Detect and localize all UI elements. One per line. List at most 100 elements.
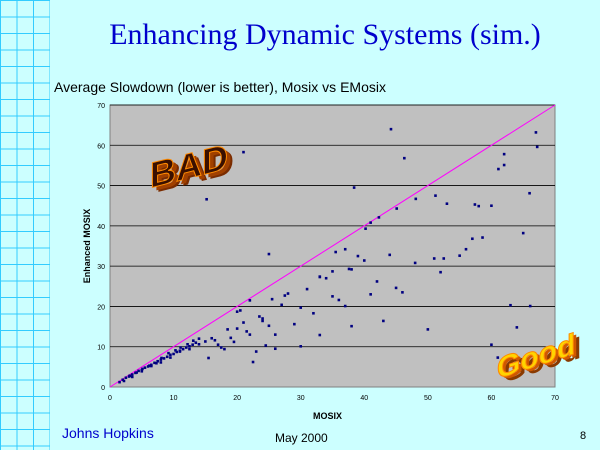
x-tick-label: 60 (488, 395, 496, 402)
y-tick-label: 60 (97, 143, 105, 150)
data-point (153, 361, 156, 365)
data-point (167, 351, 170, 355)
data-point (174, 349, 177, 352)
data-point (299, 345, 303, 348)
data-point (141, 367, 144, 371)
data-point (226, 328, 229, 331)
data-point (318, 333, 322, 337)
axis-ticks: 0 10 20 30 40 50 60 70 0 10 20 30 40 50 60 70 (97, 103, 559, 402)
data-point (403, 156, 406, 160)
data-point (150, 364, 153, 368)
data-point (283, 294, 287, 297)
data-point (352, 186, 356, 189)
data-point (267, 324, 271, 328)
data-point (442, 257, 446, 260)
data-point (213, 338, 217, 342)
data-point (439, 270, 442, 274)
data-point (188, 345, 191, 348)
data-point (219, 346, 223, 349)
data-point (155, 361, 158, 365)
data-point (481, 236, 484, 239)
data-point (473, 203, 477, 206)
data-point (471, 237, 474, 241)
data-point (264, 344, 268, 347)
data-point (515, 326, 519, 329)
y-tick-label: 0 (101, 385, 105, 392)
data-point (258, 315, 261, 318)
data-point (179, 346, 182, 349)
y-tick-label: 20 (97, 304, 105, 311)
data-point (343, 304, 347, 308)
data-point (270, 297, 274, 301)
data-point (160, 356, 163, 360)
x-axis-label: MOSIX (313, 411, 342, 421)
data-point (188, 347, 191, 351)
gridlines (110, 104, 555, 348)
data-point (521, 231, 525, 235)
data-point (242, 150, 245, 154)
data-point (305, 287, 309, 291)
data-point (124, 376, 128, 380)
data-point (197, 342, 201, 346)
data-point (210, 336, 214, 340)
data-point (122, 379, 126, 383)
data-points (118, 127, 539, 384)
data-point (388, 253, 392, 257)
data-point (350, 324, 353, 328)
data-point (273, 347, 277, 351)
data-point (535, 145, 539, 149)
y-tick-label: 50 (97, 184, 105, 191)
data-point (389, 127, 393, 131)
data-point (534, 131, 538, 134)
x-tick-label: 50 (424, 395, 432, 402)
data-point (239, 309, 242, 312)
data-point (130, 375, 134, 379)
data-point (137, 369, 140, 373)
data-point (178, 350, 182, 353)
data-point (377, 216, 381, 219)
data-point (299, 306, 303, 309)
x-tick-label: 70 (551, 395, 559, 402)
page-number: 8 (580, 430, 587, 442)
data-point (502, 152, 506, 156)
data-point (369, 221, 372, 224)
data-point (331, 295, 334, 298)
data-point (414, 197, 418, 201)
x-tick-label: 0 (108, 395, 112, 402)
x-tick-label: 30 (297, 395, 305, 402)
data-point (229, 336, 233, 340)
reference-diagonal-line (109, 104, 556, 388)
data-point (477, 204, 481, 208)
data-point (207, 356, 210, 360)
data-point (169, 356, 172, 359)
data-point (490, 204, 493, 208)
data-point (509, 303, 512, 307)
data-point (312, 311, 315, 315)
data-point (191, 343, 194, 346)
data-point (293, 322, 296, 326)
data-point (261, 317, 264, 320)
data-point (318, 275, 322, 278)
footer-date: May 2000 (275, 431, 328, 445)
data-point (331, 270, 334, 273)
data-point (245, 330, 248, 333)
data-point (197, 337, 201, 340)
data-point (261, 319, 264, 323)
data-point (464, 247, 468, 251)
data-point (172, 352, 175, 356)
data-point (191, 339, 195, 342)
data-point (343, 247, 347, 251)
data-point (186, 342, 189, 346)
data-point (140, 369, 144, 373)
data-point (143, 366, 147, 369)
data-point (362, 259, 366, 262)
data-point (205, 197, 208, 201)
data-point (324, 276, 328, 280)
data-point (273, 333, 277, 336)
data-point (280, 303, 283, 307)
data-point (334, 250, 337, 254)
data-point (497, 167, 500, 171)
data-point (395, 207, 399, 210)
data-point (350, 268, 353, 271)
data-point (216, 343, 220, 346)
